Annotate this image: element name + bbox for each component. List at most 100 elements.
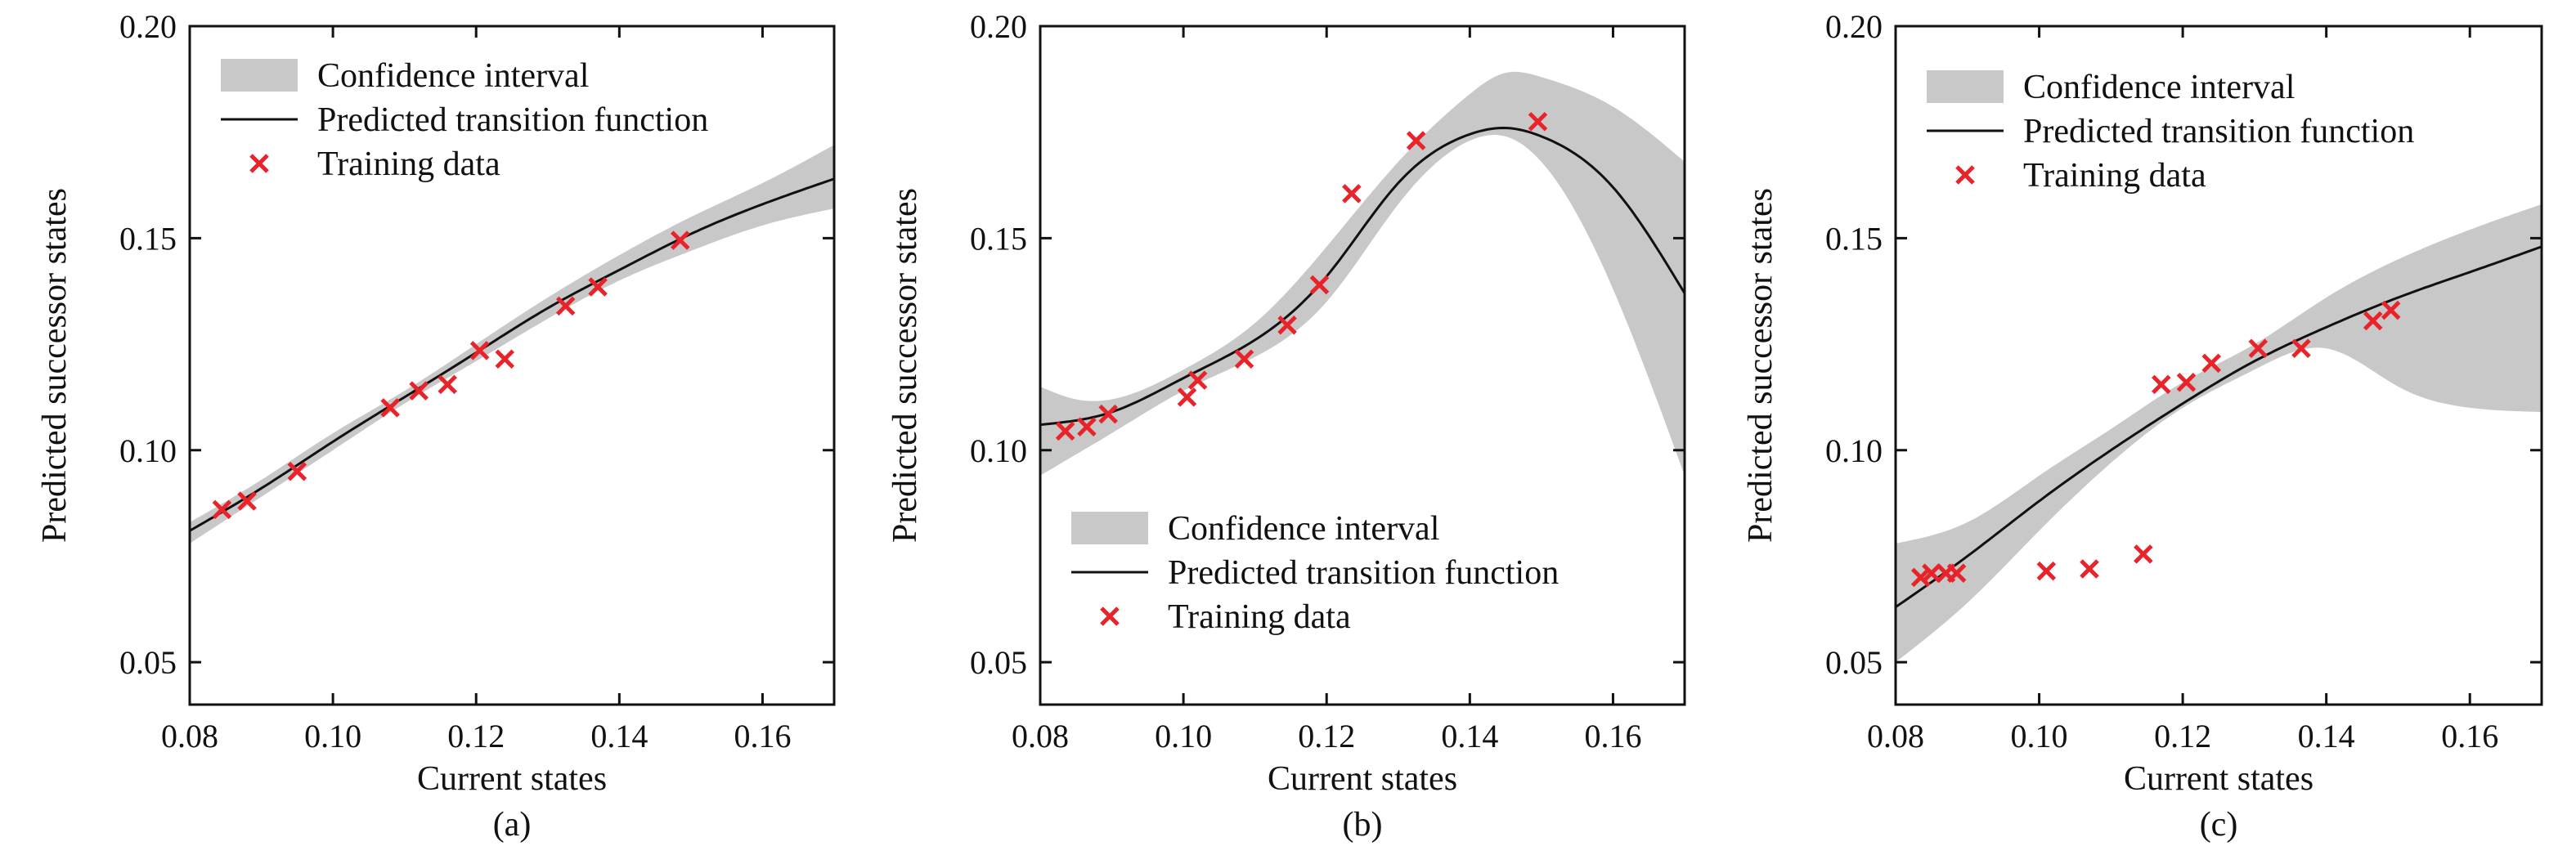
x-marker: [1309, 275, 1330, 295]
y-tick-label: 0.10: [1825, 432, 1883, 469]
x-marker: [2036, 561, 2057, 581]
training-data-point: [2036, 561, 2057, 581]
x-marker: [1946, 563, 1967, 583]
legend-label-training: Training data: [2023, 157, 2206, 195]
x-marker: [2363, 311, 2383, 331]
training-data-point: [1528, 111, 1548, 132]
training-data-point: [1922, 563, 1941, 583]
training-data-point: [212, 499, 232, 520]
axes-frame: [1894, 25, 2543, 706]
legend-label-training: Training data: [1168, 598, 1351, 636]
legend: Confidence interval Predicted transition …: [221, 57, 708, 183]
axes-frame: [1039, 25, 1686, 706]
legend-label-training: Training data: [317, 145, 500, 183]
training-data-point: [380, 398, 400, 418]
training-data-point: [469, 341, 490, 360]
x-marker: [1187, 370, 1208, 390]
training-data-point: [1077, 417, 1097, 436]
x-tick-label: 0.12: [2154, 718, 2211, 754]
x-tick-label: 0.08: [1012, 718, 1069, 754]
training-data-point: [2176, 372, 2197, 392]
x-marker: [1922, 563, 1941, 583]
training-data-point: [1177, 387, 1197, 407]
y-tick-label: 0.20: [970, 8, 1027, 45]
x-marker: [2381, 300, 2401, 320]
x-marker: [555, 296, 576, 316]
training-data-point: [409, 381, 429, 401]
x-marker: [2248, 338, 2269, 359]
x-tick-label: 0.14: [1441, 718, 1498, 754]
y-tick-label: 0.10: [119, 432, 177, 469]
x-axis-label: Current states: [2124, 760, 2313, 798]
x-marker: [1077, 417, 1097, 436]
training-data-point: [495, 349, 515, 369]
x-marker: [1910, 567, 1931, 588]
training-data-point: [2152, 374, 2171, 395]
x-marker: [2291, 338, 2311, 359]
legend: Confidence interval Predicted transition …: [1927, 69, 2414, 195]
legend-label-prediction: Predicted transition function: [1168, 554, 1559, 592]
training-data-point: [1187, 370, 1208, 390]
x-marker: [1234, 349, 1254, 369]
legend: Confidence interval Predicted transition …: [1071, 510, 1559, 636]
y-tick-label: 0.20: [1825, 8, 1883, 45]
x-marker: [469, 341, 490, 360]
x-marker: [409, 381, 429, 401]
y-tick-label: 0.20: [119, 8, 177, 45]
x-marker: [237, 491, 257, 511]
x-marker: [2201, 353, 2221, 374]
training-data-point: [2291, 338, 2311, 359]
x-tick-label: 0.16: [2441, 718, 2498, 754]
prediction-line: [190, 177, 834, 532]
x-marker: [1528, 111, 1548, 132]
x-marker: [380, 398, 400, 418]
training-data-point: [1234, 349, 1254, 369]
x-tick-label: 0.08: [161, 718, 218, 754]
training-data-point: [2363, 311, 2383, 331]
x-marker: [438, 374, 457, 395]
plot-area: [190, 145, 834, 544]
x-tick-label: 0.14: [2298, 718, 2355, 754]
legend-label-prediction: Predicted transition function: [2023, 113, 2414, 150]
training-data-point: [1342, 184, 1362, 204]
confidence-band: [1040, 71, 1685, 476]
x-tick-label: 0.12: [447, 718, 505, 754]
x-tick-label: 0.08: [1867, 718, 1924, 754]
training-data-point: [670, 231, 690, 250]
training-data-point: [1055, 421, 1075, 441]
y-tick-label: 0.15: [970, 220, 1027, 257]
x-marker: [1055, 421, 1075, 441]
x-marker: [1277, 315, 1297, 335]
prediction-line: [1040, 126, 1685, 427]
training-data-point: [588, 277, 608, 297]
y-tick-label: 0.05: [970, 644, 1027, 681]
x-tick-label: 0.10: [2011, 718, 2068, 754]
y-tick-label: 0.05: [1825, 644, 1883, 681]
y-tick-label: 0.05: [119, 644, 177, 681]
panel-label: (c): [2200, 806, 2238, 844]
training-data-point: [2381, 300, 2401, 320]
y-axis-label: Predicted successor states: [886, 188, 924, 543]
training-data-point: [2201, 353, 2221, 374]
y-axis-label: Predicted successor states: [36, 188, 74, 543]
x-axis-label: Current states: [1268, 760, 1457, 798]
legend-label-prediction: Predicted transition function: [317, 101, 708, 139]
training-data-point: [555, 296, 576, 316]
x-marker: [1098, 404, 1118, 424]
training-data-point: [2134, 544, 2153, 564]
x-marker: [2080, 559, 2099, 579]
chart-panel-c: 0.08 0.10 0.12 0.14 0.16 0.05 0.10 0.15 0.20 Curr…: [1742, 8, 2543, 844]
chart-panel-a: 0.08 0.10 0.12 0.14 0.16 0.05 0.10 0.15 0.20 Curr…: [36, 8, 836, 844]
training-data-point: [2248, 338, 2269, 359]
training-data-point: [287, 461, 307, 481]
legend-swatch-training: [1955, 165, 1975, 185]
chart-panel-b: 0.08 0.10 0.12 0.14 0.16 0.05 0.10 0.15 0.20 Curr…: [886, 8, 1686, 844]
training-data-point: [2080, 559, 2099, 579]
x-axis-label: Current states: [417, 760, 607, 798]
y-tick-label: 0.10: [970, 432, 1027, 469]
training-data-point: [1910, 567, 1931, 588]
x-marker: [2176, 372, 2197, 392]
legend-swatch-confidence: [221, 59, 298, 92]
legend-label-confidence: Confidence interval: [317, 57, 589, 95]
